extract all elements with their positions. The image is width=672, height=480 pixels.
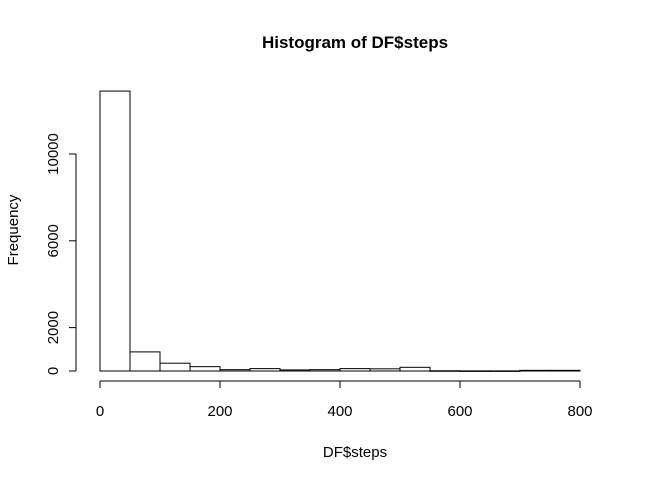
chart-title: Histogram of DF$steps: [262, 33, 448, 52]
x-tick-label-800: 800: [567, 403, 592, 420]
x-axis: 0 200 400 600 800: [96, 380, 593, 420]
histogram-bar-5: [249, 368, 281, 372]
histogram-bar-11: [429, 370, 461, 372]
x-tick-label-0: 0: [96, 403, 104, 420]
histogram-bar-0: [99, 90, 131, 372]
histogram-bar-9: [369, 368, 401, 372]
histogram-bar-7: [309, 369, 341, 372]
histogram-bar-4: [219, 369, 251, 372]
y-tick-label-0: 0: [45, 367, 62, 375]
histogram-bar-2: [159, 362, 191, 372]
histogram-bar-13: [489, 370, 521, 372]
x-tick-label-600: 600: [447, 403, 472, 420]
histogram-bar-8: [339, 368, 371, 372]
y-axis: 0 2000 6000 10000: [45, 133, 77, 375]
bars-group: [99, 90, 581, 372]
histogram-bar-3: [189, 366, 221, 372]
histogram-bar-6: [279, 369, 311, 372]
histogram-bar-15: [549, 369, 581, 372]
histogram-bar-12: [459, 370, 491, 372]
y-tick-label-2000: 2000: [45, 311, 62, 344]
y-tick-label-10000: 10000: [45, 133, 62, 175]
histogram-bar-14: [519, 369, 551, 372]
y-axis-label: Frequency: [5, 194, 22, 265]
y-tick-label-6000: 6000: [45, 224, 62, 257]
histogram-bar-1: [129, 351, 161, 372]
x-tick-label-200: 200: [207, 403, 232, 420]
x-tick-label-400: 400: [327, 403, 352, 420]
histogram-bar-10: [399, 366, 431, 372]
x-axis-label: DF$steps: [323, 444, 387, 461]
